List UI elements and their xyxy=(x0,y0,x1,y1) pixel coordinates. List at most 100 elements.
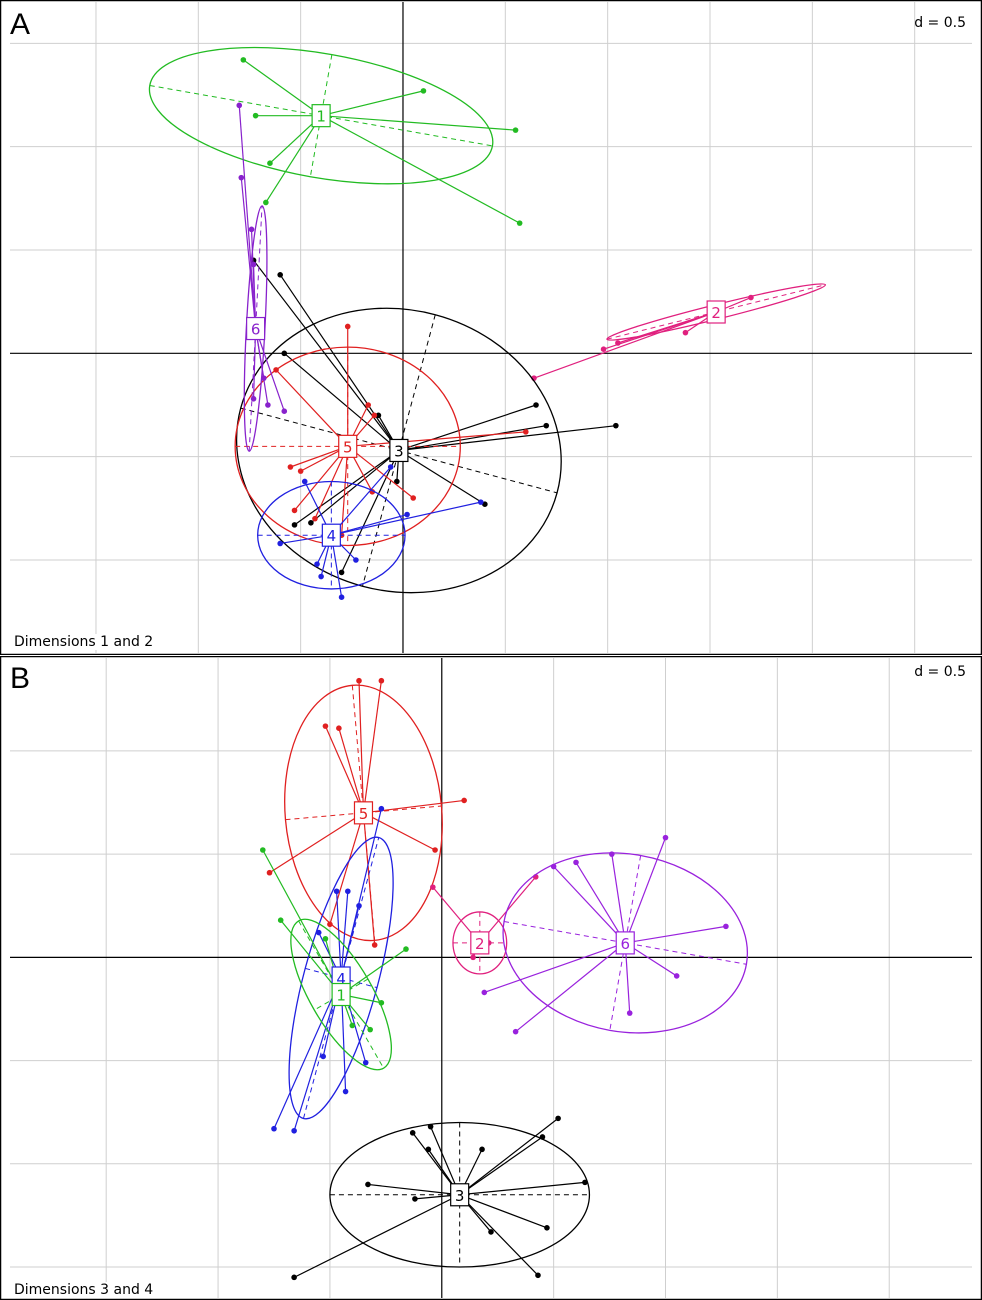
panel-letter-a: A xyxy=(10,8,31,41)
a-star-line-5 xyxy=(275,369,349,447)
b-point-6 xyxy=(609,851,615,857)
a-star-line-2 xyxy=(533,311,717,379)
a-point-5 xyxy=(297,468,304,474)
b-point-5 xyxy=(378,677,385,684)
b-star-line-1 xyxy=(340,948,407,996)
b-label-text-1: 1 xyxy=(336,987,346,1005)
b-point-3 xyxy=(425,1146,432,1153)
b-point-5 xyxy=(336,725,342,731)
a-star-line-3 xyxy=(283,352,400,451)
a-point-1 xyxy=(512,127,519,133)
a-star-line-6 xyxy=(252,328,257,399)
a-label-box-3 xyxy=(389,438,409,463)
a-star-line-4 xyxy=(331,501,481,536)
a-point-5 xyxy=(371,412,378,419)
b-label-box-1 xyxy=(331,982,351,1007)
b-point-4 xyxy=(362,1059,369,1066)
a-point-3 xyxy=(543,422,550,429)
a-star-line-5 xyxy=(347,445,414,499)
a-star-line-2 xyxy=(617,311,717,344)
a-group-label-2: 2 xyxy=(706,300,726,324)
b-point-5 xyxy=(461,797,467,804)
b-background xyxy=(0,656,982,1300)
a-label-text-2: 2 xyxy=(711,304,721,322)
b-star-line-5 xyxy=(363,812,436,851)
b-star-line-6 xyxy=(625,925,727,944)
b-label-text-2: 2 xyxy=(475,935,485,953)
b-point-6 xyxy=(673,973,680,979)
b-group-label-6: 6 xyxy=(615,931,635,955)
a-label-box-6 xyxy=(246,316,266,341)
a-point-2 xyxy=(682,329,689,336)
a-star-line-3 xyxy=(398,404,537,452)
b-label-box-2 xyxy=(470,931,490,955)
b-point-6 xyxy=(723,923,729,930)
a-star-line-6 xyxy=(238,105,257,329)
b-point-3 xyxy=(582,1179,588,1186)
b-point-4 xyxy=(320,1053,327,1060)
b-point-3 xyxy=(365,1181,371,1188)
a-point-6 xyxy=(238,174,245,181)
b-point-2 xyxy=(470,954,476,961)
a-star-line-5 xyxy=(340,446,349,536)
a-point-4 xyxy=(477,499,484,505)
b-star-line-5 xyxy=(324,725,365,814)
a-star-line-1 xyxy=(320,115,520,224)
a-group-4 xyxy=(257,464,484,600)
a-point-2 xyxy=(615,340,621,346)
a-group-1 xyxy=(148,46,523,226)
b-point-1 xyxy=(260,847,266,853)
b-star-line-1 xyxy=(280,919,342,995)
a-point-2 xyxy=(600,346,607,353)
a-star-line-5 xyxy=(347,431,526,447)
a-group-label-5: 5 xyxy=(338,434,358,458)
b-point-6 xyxy=(550,863,557,870)
b-point-3 xyxy=(291,1274,297,1281)
a-point-4 xyxy=(318,573,324,580)
a-point-5 xyxy=(312,515,318,522)
b-point-4 xyxy=(378,805,385,812)
b-label-box-6 xyxy=(615,931,635,955)
a-point-6 xyxy=(250,261,257,268)
b-point-4 xyxy=(342,1088,349,1095)
b-point-4 xyxy=(345,888,351,895)
b-star-line-4 xyxy=(273,977,342,1129)
a-group-label-1: 1 xyxy=(311,104,331,128)
b-star-line-5 xyxy=(362,812,376,946)
a-point-3 xyxy=(394,478,400,485)
b-point-4 xyxy=(291,1127,297,1134)
b-star-line-3 xyxy=(459,1117,559,1196)
a-star-line-1 xyxy=(320,90,424,117)
a-point-1 xyxy=(267,160,273,166)
b-point-6 xyxy=(626,1010,633,1016)
b-star-line-4 xyxy=(336,891,342,979)
a-point-5 xyxy=(291,507,298,514)
panel-a: 1 2 3 5 4 6 A d = 0.5 Dimensions 1 and 2 xyxy=(0,0,982,655)
a-point-1 xyxy=(263,199,269,206)
b-star-line-6 xyxy=(624,942,631,1014)
a-star-line-3 xyxy=(253,259,400,451)
a-point-5 xyxy=(365,402,371,408)
b-star-line-6 xyxy=(484,942,626,994)
b-point-5 xyxy=(327,921,333,928)
b-point-5 xyxy=(432,847,438,853)
scatter-plot-b: 5 2 6 41 3 xyxy=(0,656,982,1300)
a-star-line-3 xyxy=(398,425,547,452)
b-group-label-5: 5 xyxy=(353,801,374,825)
dimension-label-a: Dimensions 1 and 2 xyxy=(12,634,156,650)
a-point-6 xyxy=(236,102,243,109)
a-group-label-3: 3 xyxy=(389,438,409,463)
b-label-box-3 xyxy=(450,1183,470,1207)
b-point-3 xyxy=(409,1130,416,1136)
a-point-4 xyxy=(314,561,320,567)
b-star-line-5 xyxy=(329,812,365,925)
b-label-text-6: 6 xyxy=(620,935,630,953)
b-grid xyxy=(10,658,972,1298)
a-group-label-6: 6 xyxy=(246,316,266,341)
b-star-line-4 xyxy=(340,891,349,979)
a-grid xyxy=(10,2,972,653)
a-label-text-5: 5 xyxy=(343,438,353,456)
a-star-line-4 xyxy=(331,513,408,536)
a-point-3 xyxy=(533,402,539,408)
a-point-5 xyxy=(522,429,529,435)
